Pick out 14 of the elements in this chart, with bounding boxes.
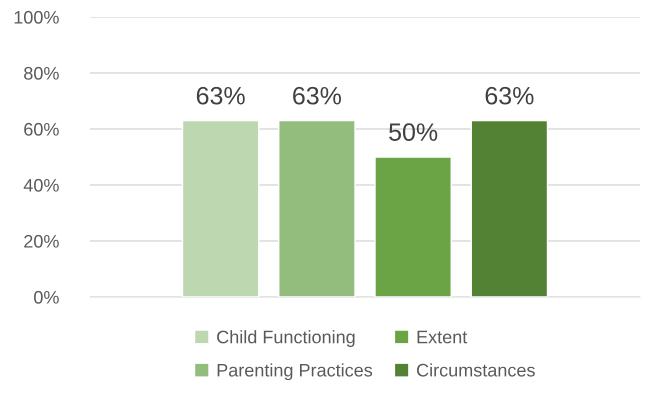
data-label: 63% — [486, 86, 534, 105]
data-label: 50% — [389, 123, 438, 141]
y-tick-label: 20% — [24, 234, 59, 248]
legend-label: Circumstances — [416, 363, 535, 377]
legend-label: Parenting Practices — [218, 363, 372, 380]
legend-label: Extent — [418, 330, 468, 344]
y-tick-label: 100% — [14, 10, 59, 24]
legend-label: Child Functioning — [217, 330, 355, 347]
data-label: 63% — [196, 86, 245, 105]
y-tick-label: 0% — [34, 290, 59, 304]
y-tick-label: 80% — [24, 66, 59, 80]
y-tick-label: 60% — [24, 122, 59, 136]
data-label: 63% — [293, 86, 342, 105]
y-tick-label: 40% — [24, 178, 59, 192]
